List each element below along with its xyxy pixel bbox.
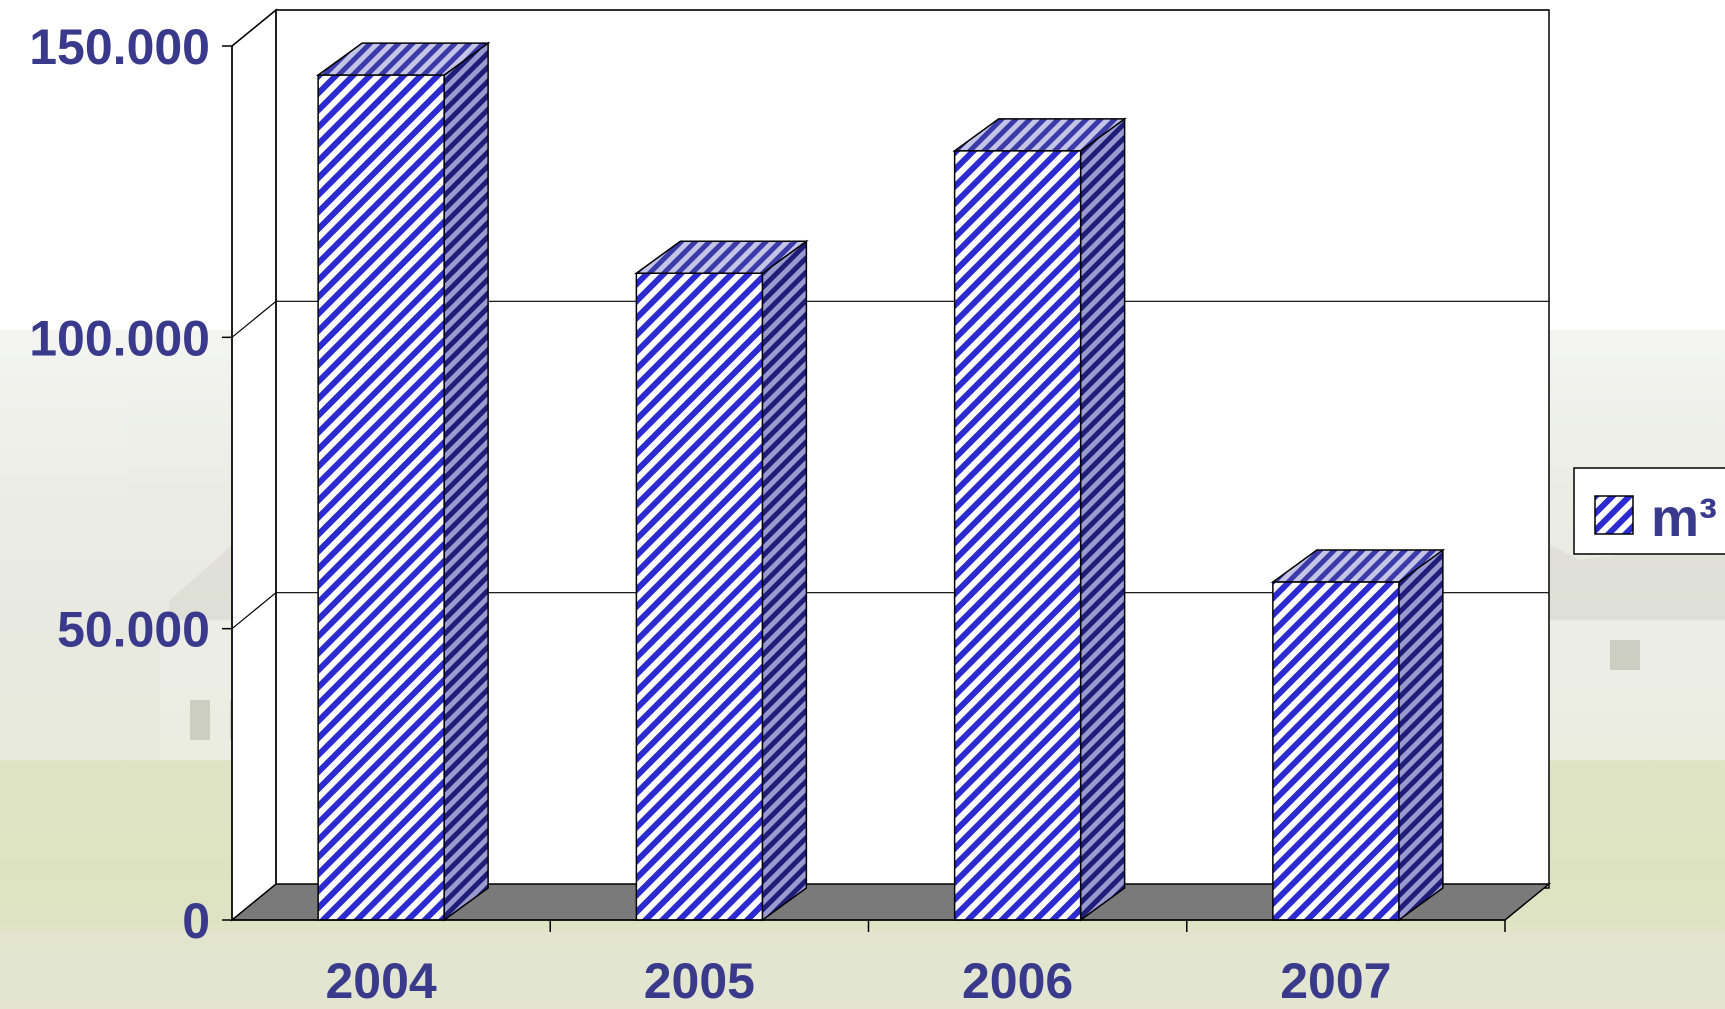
bar-2004	[315, 41, 491, 922]
plot-left-wall	[231, 8, 277, 922]
bar-2007	[1270, 548, 1446, 922]
legend: m³	[1573, 467, 1725, 555]
gridline-left	[231, 9, 277, 47]
y-tick-label: 150.000	[29, 19, 210, 75]
x-tick-label: 2004	[326, 953, 437, 1009]
legend-label: m³	[1651, 488, 1717, 548]
y-axis-tick-labels: 0 50.000 100.000 150.000	[29, 19, 210, 949]
bar-2006	[952, 117, 1127, 922]
y-tick-label: 50.000	[57, 602, 210, 658]
y-tick-label: 100.000	[29, 310, 210, 366]
gridline-left	[231, 592, 277, 630]
legend-swatch	[1594, 495, 1634, 535]
y-tick-label: 0	[182, 893, 210, 949]
bar-side	[761, 239, 808, 922]
x-tick-label: 2006	[962, 953, 1073, 1009]
bar-front	[317, 74, 445, 921]
x-tick-label: 2007	[1280, 953, 1391, 1009]
bar-2005	[634, 239, 809, 922]
bar-front	[953, 150, 1082, 921]
x-tick-label: 2005	[644, 953, 755, 1009]
bar-front	[635, 272, 764, 921]
bars	[315, 41, 1446, 922]
x-axis-tick-labels: 2004 2005 2006 2007	[326, 953, 1392, 1009]
bar-side	[1398, 548, 1444, 922]
bar-front	[1272, 581, 1400, 921]
bar-side	[1079, 117, 1126, 922]
gridline-left	[231, 300, 277, 338]
axes	[222, 45, 1506, 932]
bar-side	[443, 41, 489, 922]
